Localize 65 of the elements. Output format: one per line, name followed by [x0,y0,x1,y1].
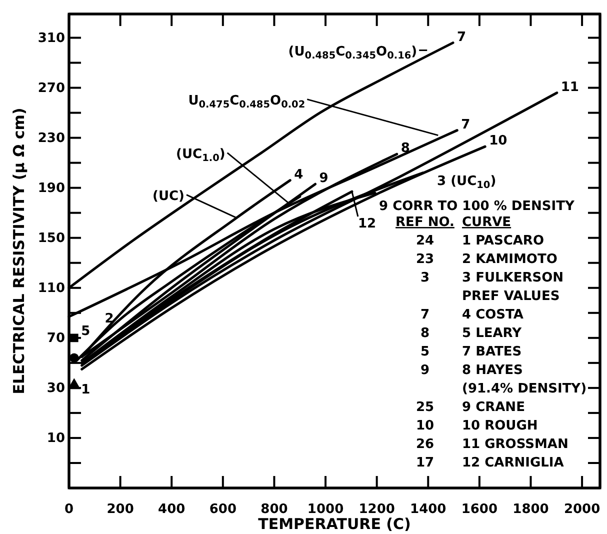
series-label: 4 [294,167,304,182]
series-label: 1 [81,382,90,398]
y-tick-label: 230 [38,130,65,146]
annotation: 7 BATES [462,344,522,360]
series-label: 8 [400,141,410,156]
legend-label: 9 CORR TO 100 % DENSITY [379,198,576,214]
annotation: 4 COSTA [462,308,524,322]
annotation: CURVE [462,215,512,230]
annotation: PREF VALUES [462,289,560,304]
annotation: 17 [416,456,434,470]
x-tick-label: 600 [209,502,236,518]
x-tick-label: 1000 [307,502,344,518]
annotation: 12 CARNIGLIA [462,456,564,470]
annotation: 1 PASCARO [462,234,544,248]
x-tick-label: 400 [158,502,186,518]
series-label: 7 [461,117,470,132]
y-tick-label: 10 [46,431,65,446]
annotation: 10 ROUGH [462,418,538,434]
annotation: 5 [420,344,430,360]
y-tick-label: 150 [38,231,65,246]
annotation: 8 [420,326,430,341]
series-label: 3 (UC$_{10}$) [437,174,496,191]
y-tick-label: 190 [38,181,65,196]
annotation: 11 GROSSMAN [462,437,568,452]
annotation: 26 [416,437,434,452]
series-label: 9 [319,171,328,186]
annotation: 7 [420,308,430,322]
annotation: 3 FULKERSON [462,270,564,286]
annotation: 3 [420,270,430,286]
annotation: (UC) [152,188,185,204]
annotation: 5 LEARY [462,326,522,341]
annotation: 9 CRANE [462,400,525,415]
x-axis-title: TEMPERATURE (C) [258,515,411,533]
x-tick-label: 800 [260,502,288,518]
series-label: 5 [81,324,90,339]
annotation: 10 [416,418,434,434]
annotation: 24 [416,234,434,248]
x-tick-label: 0 [64,502,74,518]
series-label: 10 [489,134,508,149]
x-tick-label: 1400 [410,502,446,518]
annotation: REF NO. [396,215,454,230]
y-tick-label: 270 [38,80,65,96]
y-axis-title: ELECTRICAL RESISTIVITY (μ Ω cm) [10,108,28,394]
annotation: 25 [416,400,434,415]
annotation: 9 [420,363,430,378]
annotation: (91.4% DENSITY) [462,382,587,396]
series-label: 2 [104,311,114,326]
annotation: (UC$_{1.0}$) [176,146,226,164]
series-label: 12 [358,216,376,232]
x-tick-label: 1200 [358,502,395,518]
annotation: (U$_{0.485}$C$_{0.345}$O$_{0.16}$) [288,44,418,62]
y-tick-label: 310 [38,30,65,46]
annotation: 2 KAMIMOTO [462,252,558,267]
series-label: 7 [457,30,466,45]
x-tick-label: 200 [106,502,134,518]
legend-label: 11 [560,80,579,95]
x-tick-label: 1800 [512,502,549,518]
annotation: U$_{0.475}$C$_{0.485}$O$_{0.02}$ [188,93,306,110]
y-tick-label: 70 [46,331,65,346]
y-tick-label: 30 [46,381,65,396]
x-tick-label: 2000 [564,502,600,518]
annotation: 8 HAYES [462,363,523,378]
annotation: 23 [416,252,434,267]
y-tick-label: 110 [38,281,65,296]
x-tick-label: 1600 [461,502,498,518]
